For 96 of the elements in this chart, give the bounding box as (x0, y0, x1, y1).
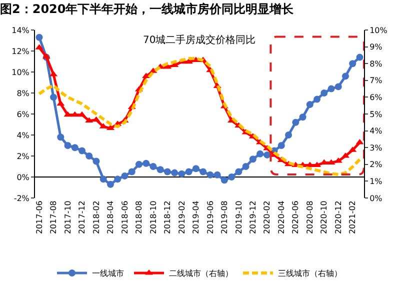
point (171, 169, 178, 176)
x-tick-label: 2017-10 (63, 200, 72, 234)
point (314, 96, 320, 103)
point (342, 72, 349, 80)
point (92, 158, 100, 165)
point (192, 165, 200, 172)
x-tick-label: 2020-04 (276, 200, 286, 234)
text: 70城二手房成交价格同比 (143, 34, 256, 46)
point (292, 118, 300, 126)
x-tick-label: 2020-02 (262, 200, 272, 234)
x-tick-label: 2019-10 (234, 200, 244, 234)
x-tick-label: 2021-02 (348, 200, 358, 234)
y2-tick-label: 7% (370, 76, 383, 86)
point (64, 142, 72, 149)
point (306, 101, 314, 108)
point (235, 168, 242, 176)
point (164, 168, 171, 176)
line-series (38, 57, 362, 176)
x-tick-label: 2020-06 (291, 200, 300, 234)
point (106, 180, 114, 188)
point (156, 166, 164, 174)
point (214, 171, 221, 178)
point (256, 150, 264, 158)
x-tick-label: 2019-08 (220, 200, 230, 234)
point (64, 111, 72, 117)
point (86, 152, 93, 160)
x-tick-label: 2017-12 (78, 200, 87, 234)
point (278, 142, 285, 149)
x-tick-label: 2019-06 (206, 200, 215, 234)
legend-label: 二线城市（右轴） (169, 269, 233, 278)
x-tick-label: 2018-04 (106, 200, 116, 234)
x-tick-label: 2019-12 (248, 200, 258, 234)
legend-label: 一线城市 (92, 269, 124, 278)
y-tick-label: 8% (16, 88, 30, 98)
point (56, 100, 65, 106)
point (200, 168, 207, 176)
y-tick-label: -2% (14, 194, 30, 203)
y2-tick-label: 1% (370, 177, 383, 186)
point (320, 90, 328, 96)
y-tick-label: 4% (16, 130, 30, 140)
point (121, 172, 128, 180)
y2-tick-label: 2% (370, 160, 383, 170)
point (78, 147, 86, 154)
point (71, 144, 78, 152)
y-tick-label: 0% (16, 172, 30, 182)
point (206, 171, 214, 178)
point (356, 54, 364, 61)
point (334, 83, 342, 90)
point (249, 156, 256, 163)
y2-tick-label: 4% (370, 126, 383, 136)
point (128, 168, 136, 176)
y-tick-label: 2% (16, 152, 30, 161)
point (178, 170, 186, 178)
x-tick-label: 2018-12 (163, 200, 172, 234)
x-tick-label: 2017-08 (49, 200, 58, 234)
point (299, 114, 306, 121)
point (92, 116, 100, 122)
y2-tick-label: 10% (370, 26, 388, 35)
point (135, 160, 142, 168)
x-tick-label: 2017-06 (34, 200, 44, 234)
y-tick-label: 6% (16, 110, 30, 119)
y2-tick-label: 8% (370, 59, 383, 68)
point (185, 168, 192, 176)
point (242, 163, 250, 170)
point (220, 176, 228, 184)
y2-tick-label: 6% (370, 93, 383, 102)
y-tick-label: 10% (12, 68, 30, 77)
point (50, 94, 58, 101)
x-tick-label: 2020-12 (334, 200, 343, 234)
x-tick-label: 2020-10 (320, 200, 329, 234)
legend-label: 三线城市（右轴） (278, 269, 342, 278)
x-tick-label: 2019-04 (192, 200, 201, 234)
point (36, 34, 43, 41)
x-tick-label: 2020-08 (305, 200, 314, 234)
point (142, 160, 150, 167)
y-tick-label: 14% (12, 26, 30, 35)
x-tick-label: 2018-06 (120, 200, 130, 234)
y-tick-label: 12% (12, 46, 30, 56)
y2-tick-label: 3% (370, 143, 383, 152)
point (349, 60, 356, 68)
x-tick-label: 2018-08 (134, 200, 144, 234)
point (285, 132, 292, 138)
point (228, 174, 236, 180)
x-tick-label: 2019-02 (177, 200, 186, 234)
point (70, 111, 79, 117)
chart-title: 图2：2020年下半年开始，一线城市房价同比明显增长 (0, 2, 295, 16)
point (100, 176, 107, 183)
point (150, 163, 157, 170)
point (57, 134, 64, 141)
x-tick-label: 2018-10 (148, 200, 158, 234)
y2-tick-label: 9% (370, 42, 383, 52)
point (114, 176, 122, 183)
y2-tick-label: 0% (370, 194, 383, 203)
point (328, 85, 335, 92)
y2-tick-label: 5% (370, 110, 383, 119)
x-tick-label: 2018-02 (92, 200, 101, 234)
